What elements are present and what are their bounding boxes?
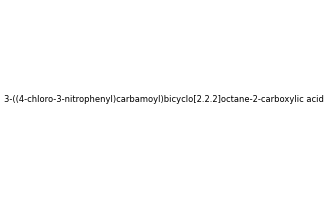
Text: 3-((4-chloro-3-nitrophenyl)carbamoyl)bicyclo[2.2.2]octane-2-carboxylic acid: 3-((4-chloro-3-nitrophenyl)carbamoyl)bic… xyxy=(4,94,324,104)
